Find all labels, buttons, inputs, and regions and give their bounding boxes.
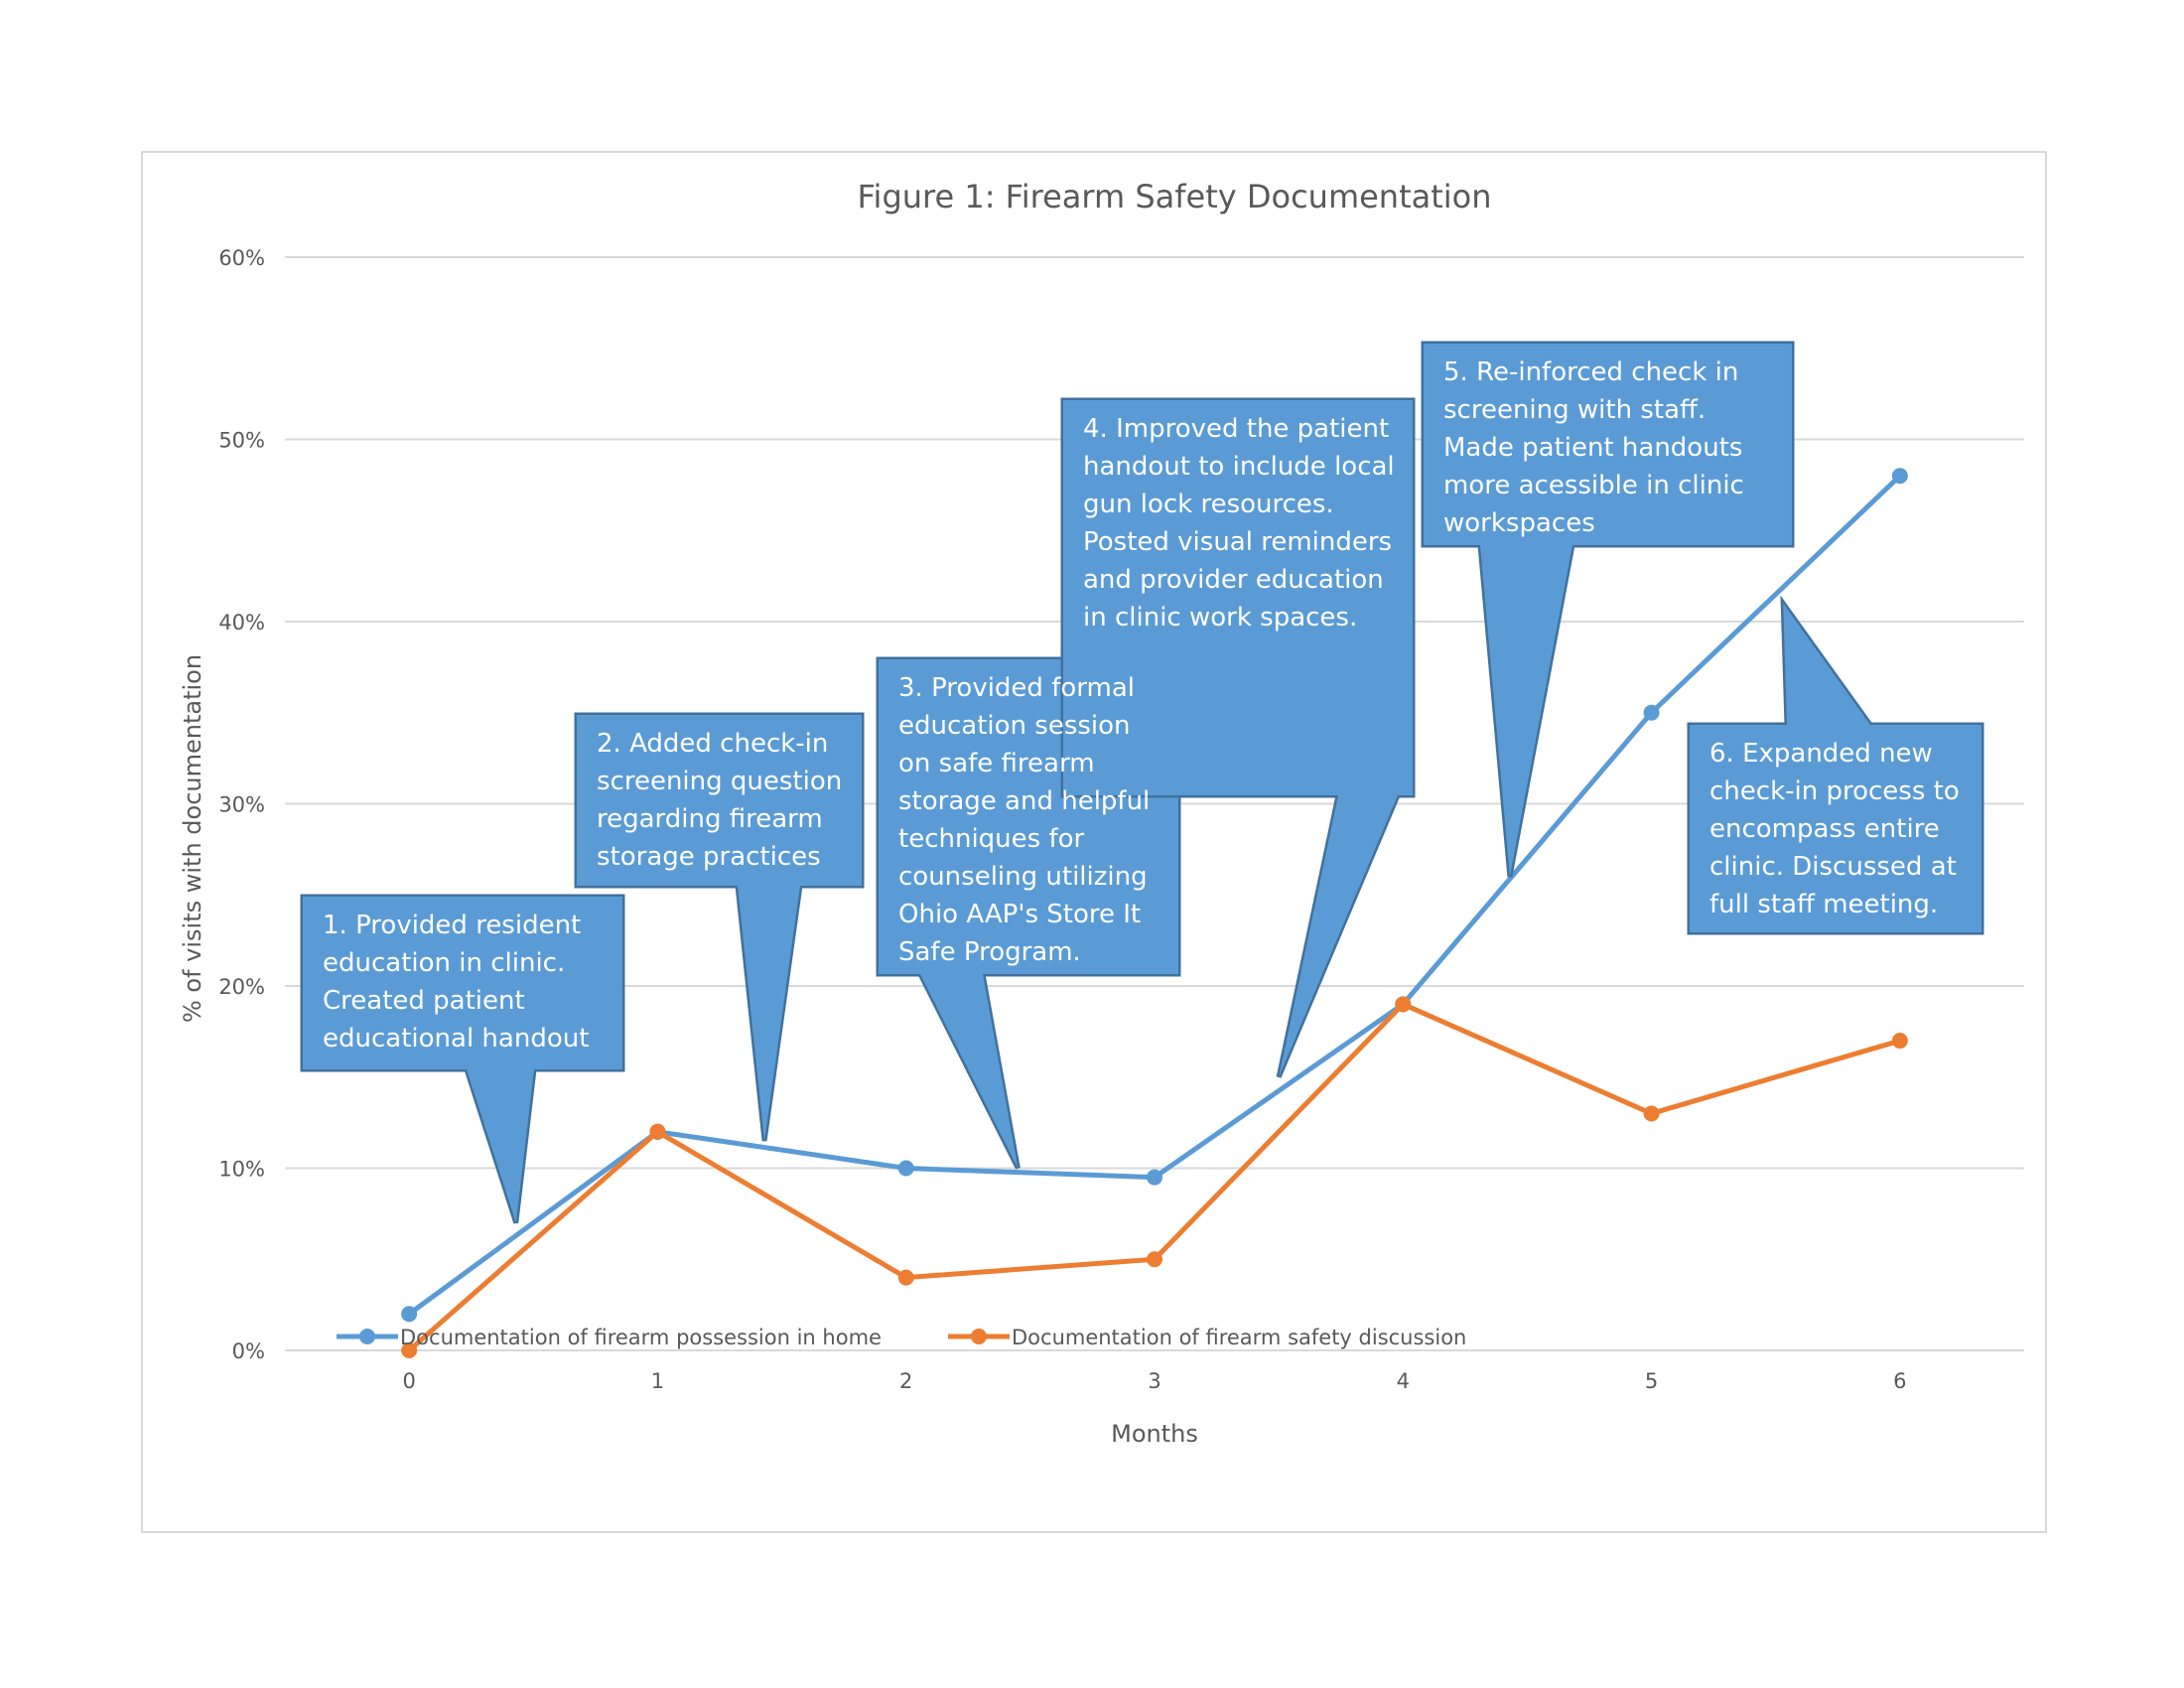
callout-4-text: 4. Improved the patient handout to inclu…: [1083, 414, 1395, 633]
legend-marker-0: [359, 1329, 375, 1344]
x-tick-label: 3: [1148, 1369, 1160, 1393]
series-1-point: [649, 1123, 666, 1140]
callout-4: [1063, 400, 1413, 1077]
x-tick-label: 4: [1397, 1369, 1410, 1393]
chart-title: Figure 1: Firearm Safety Documentation: [857, 178, 1491, 215]
callout-1: [303, 897, 622, 1223]
series-0-point: [401, 1306, 418, 1323]
series-0-point: [1147, 1169, 1162, 1186]
chart-frame: Figure 1: Firearm Safety Documentation 0%…: [141, 151, 2047, 1533]
x-tick-label: 1: [651, 1369, 664, 1393]
series-1-point: [1643, 1105, 1660, 1122]
legend-label: Documentation of firearm possession in h…: [400, 1326, 882, 1349]
line-chart: Figure 1: Firearm Safety Documentation 0%…: [179, 178, 2024, 1448]
series-1-point: [897, 1269, 914, 1286]
x-tick-label: 6: [1893, 1369, 1906, 1393]
callout-6: [1690, 603, 1981, 932]
series-1-point: [1147, 1251, 1162, 1268]
x-tick-label: 0: [402, 1369, 415, 1393]
y-axis-label: % of visits with documentation: [179, 654, 206, 1023]
callout-2: [577, 715, 862, 1141]
callout-5: [1424, 344, 1792, 877]
y-tick-label: 40%: [218, 611, 265, 634]
series-1-point: [1891, 1033, 1908, 1050]
y-tick-label: 0%: [232, 1339, 265, 1363]
series-0-point: [1891, 468, 1908, 485]
y-tick-label: 20%: [218, 975, 265, 999]
series-0-point: [897, 1160, 914, 1177]
y-tick-label: 60%: [218, 246, 265, 270]
y-tick-label: 30%: [218, 793, 265, 817]
series-0-point: [1643, 704, 1660, 721]
series-1-point: [1395, 996, 1412, 1013]
legend-marker-1: [971, 1329, 987, 1344]
callout-5-text: 5. Re-inforced check in screening with s…: [1443, 357, 1744, 538]
callout-6-text: 6. Expanded new check-in process to enco…: [1709, 739, 1960, 919]
y-tick-label: 10%: [218, 1158, 265, 1182]
x-tick-label: 5: [1645, 1369, 1658, 1393]
legend-label: Documentation of firearm safety discussi…: [1012, 1326, 1466, 1349]
x-tick-label: 2: [899, 1369, 912, 1393]
series-1-point: [401, 1342, 418, 1358]
callout-3-text: 3. Provided formal education session on …: [898, 673, 1151, 967]
callout-2-text: 2. Added check-in screening question reg…: [597, 729, 843, 872]
callout-1-text: 1. Provided resident education in clinic…: [323, 911, 590, 1054]
y-tick-label: 50%: [218, 429, 265, 453]
x-axis-label: Months: [1111, 1420, 1198, 1448]
